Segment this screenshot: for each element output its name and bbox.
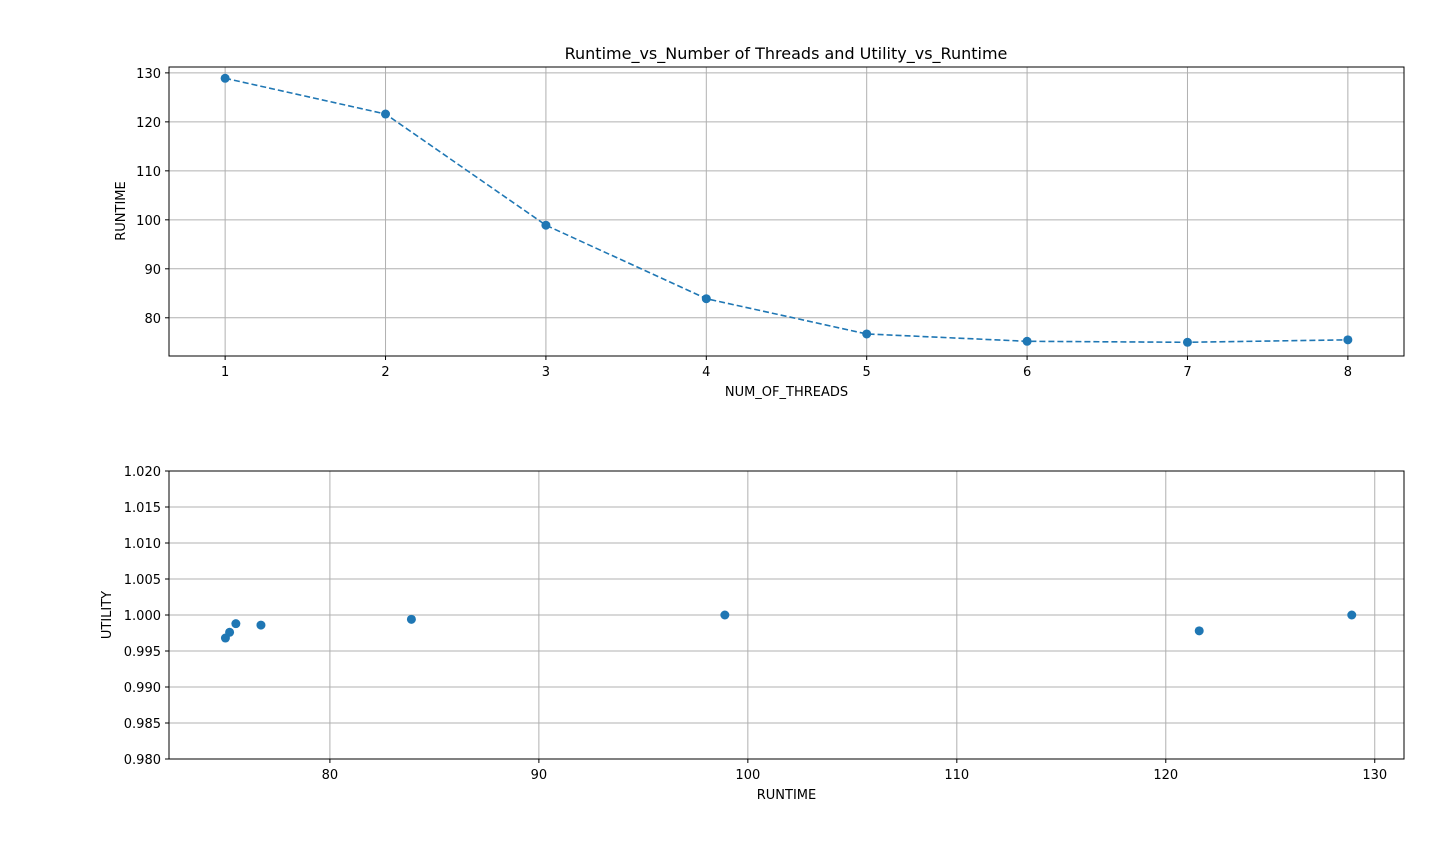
bottom-y-tick-label: 0.980: [124, 753, 161, 768]
bottom-data-point: [406, 614, 416, 624]
top-x-tick-label: 3: [542, 365, 550, 380]
top-y-axis-label: RUNTIME: [114, 181, 129, 240]
top-plot-frame: [168, 66, 1405, 357]
bottom-y-tick-label: 1.005: [124, 573, 161, 588]
chart-title: Runtime_vs_Number of Threads and Utility…: [565, 44, 1008, 64]
top-x-tick-label: 1: [221, 365, 229, 380]
bottom-y-tick-label: 1.015: [124, 501, 161, 516]
bottom-data-point: [720, 610, 730, 620]
runtime-vs-threads-panel: 1 2 3 4 5 6 7 8 80 90 100 110 120 130 NUM_OF_THREADS RU…: [114, 66, 1405, 400]
top-x-axis-label: NUM_OF_THREADS: [725, 385, 848, 400]
top-x-tick-label: 8: [1344, 365, 1352, 380]
bottom-x-tick-label: 80: [322, 768, 339, 783]
top-x-tick-label: 2: [381, 365, 389, 380]
bottom-x-tick-label: 130: [1362, 768, 1387, 783]
bottom-x-tick-label: 110: [944, 768, 969, 783]
top-x-tick-label: 7: [1183, 365, 1191, 380]
bottom-data-point: [1347, 610, 1357, 620]
top-data-point: [541, 220, 551, 230]
bottom-y-tick-label: 1.010: [124, 537, 161, 552]
top-x-tick-label: 5: [863, 365, 871, 380]
bottom-y-tick-label: 0.995: [124, 645, 161, 660]
bottom-x-tick-label: 120: [1153, 768, 1178, 783]
bottom-data-point: [220, 633, 230, 643]
top-data-point: [1022, 336, 1032, 346]
top-y-tick-label: 120: [136, 116, 161, 131]
top-data-point: [701, 294, 711, 304]
top-y-tick-label: 110: [136, 165, 161, 180]
bottom-data-point: [231, 619, 241, 629]
bottom-y-tick-label: 1.020: [124, 465, 161, 480]
top-x-tick-label: 6: [1023, 365, 1031, 380]
top-y-tick-label: 100: [136, 214, 161, 229]
top-data-point: [1343, 335, 1353, 345]
bottom-x-axis-label: RUNTIME: [757, 788, 816, 803]
top-y-tick-label: 90: [144, 263, 161, 278]
top-y-tick-label: 130: [136, 67, 161, 82]
bottom-y-tick-label: 1.000: [124, 609, 161, 624]
top-series-line: [224, 77, 1348, 344]
bottom-y-tick-label: 0.985: [124, 717, 161, 732]
top-data-point: [220, 73, 230, 83]
top-y-tick-label: 80: [144, 312, 161, 327]
bottom-data-point: [256, 620, 266, 630]
bottom-data-point: [1194, 626, 1204, 636]
top-data-point: [862, 329, 872, 339]
utility-vs-runtime-panel: 80 90 100 110 120 130 0.980 0.985 0.990 0.995 1.00…: [100, 465, 1405, 803]
top-data-point: [381, 109, 391, 119]
bottom-x-tick-label: 90: [531, 768, 548, 783]
bottom-x-tick-label: 100: [735, 768, 760, 783]
bottom-y-axis-label: UTILITY: [100, 591, 115, 639]
top-x-tick-label: 4: [702, 365, 710, 380]
top-data-point: [1182, 337, 1192, 347]
bottom-y-tick-label: 0.990: [124, 681, 161, 696]
